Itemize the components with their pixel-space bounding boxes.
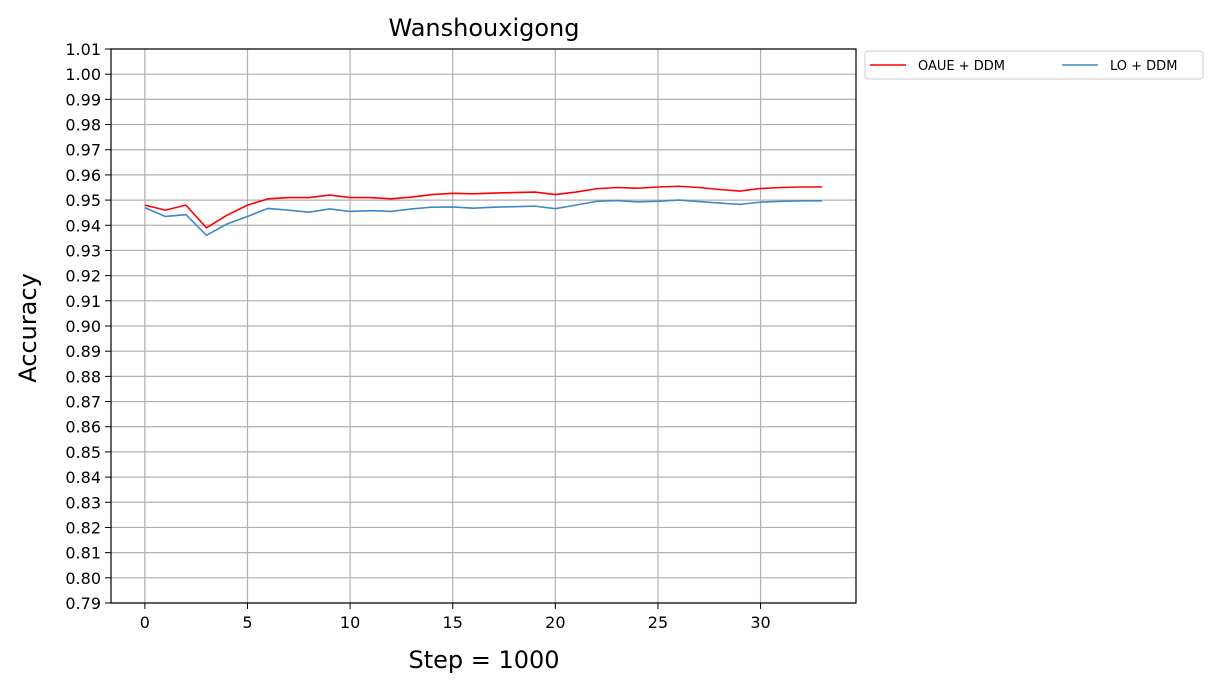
grid-lines — [111, 48, 856, 604]
y-tick-label: 0.91 — [65, 292, 101, 311]
legend: OAUE + DDM LO + DDM — [864, 50, 1204, 80]
legend-frame — [864, 50, 1204, 80]
chart-title: Wanshouxigong — [389, 14, 580, 42]
y-tick-label: 0.98 — [65, 116, 101, 135]
y-tick-label: 0.83 — [65, 493, 101, 512]
y-tick-label: 0.92 — [65, 267, 101, 286]
y-tick-label: 0.79 — [65, 594, 101, 613]
y-axis-title: Accuracy — [14, 273, 42, 383]
x-axis-ticks: 0 5 10 15 20 25 30 — [140, 603, 771, 632]
x-tick-label: 0 — [140, 613, 150, 632]
y-tick-label: 0.93 — [65, 241, 101, 260]
y-tick-label: 1.00 — [65, 65, 101, 84]
y-tick-label: 0.89 — [65, 342, 101, 361]
series-lines — [144, 185, 823, 237]
legend-label: LO + DDM — [1110, 59, 1177, 74]
y-tick-label: 0.86 — [65, 418, 101, 437]
y-tick-label: 1.01 — [65, 40, 101, 59]
y-tick-label: 0.90 — [65, 317, 101, 336]
y-tick-label: 0.85 — [65, 443, 101, 462]
x-tick-label: 20 — [545, 613, 565, 632]
x-axis-title: Step = 1000 — [408, 646, 559, 674]
y-tick-label: 0.94 — [65, 216, 101, 235]
y-tick-label: 0.99 — [65, 90, 101, 109]
y-tick-label: 0.82 — [65, 518, 101, 537]
series-line-1 — [144, 185, 823, 229]
y-tick-label: 0.80 — [65, 569, 101, 588]
y-tick-label: 0.95 — [65, 191, 101, 210]
x-tick-label: 15 — [443, 613, 463, 632]
x-tick-label: 10 — [340, 613, 360, 632]
y-tick-label: 0.96 — [65, 166, 101, 185]
y-tick-label: 0.88 — [65, 367, 101, 386]
y-tick-label: 0.87 — [65, 393, 101, 412]
y-axis-ticks: 0.79 0.80 0.81 0.82 0.83 0.84 0.85 0.86 0.87 0.88… — [65, 40, 111, 613]
legend-label: OAUE + DDM — [918, 59, 1005, 74]
series-line-2 — [144, 199, 823, 237]
x-tick-label: 5 — [242, 613, 252, 632]
x-tick-label: 30 — [750, 613, 770, 632]
y-tick-label: 0.97 — [65, 141, 101, 160]
y-tick-label: 0.81 — [65, 544, 101, 563]
y-tick-label: 0.84 — [65, 468, 101, 487]
x-tick-label: 25 — [648, 613, 668, 632]
